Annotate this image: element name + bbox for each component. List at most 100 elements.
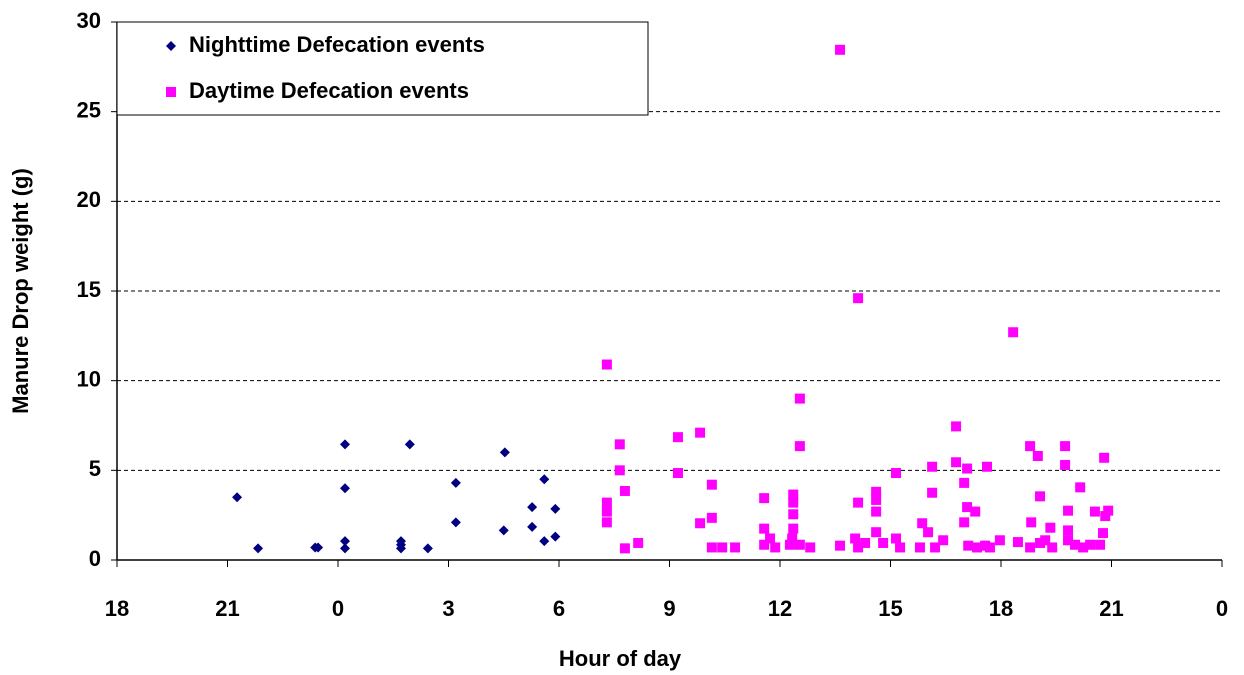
square-marker [878, 537, 889, 548]
square-marker [835, 44, 846, 55]
square-marker [959, 517, 970, 528]
square-marker [895, 542, 906, 553]
diamond-marker [339, 439, 350, 450]
diamond-marker [450, 517, 461, 528]
x-tick-label: 9 [663, 596, 675, 621]
square-marker [927, 461, 938, 472]
square-marker [871, 506, 882, 517]
diamond-marker [450, 477, 461, 488]
y-tick-label: 20 [77, 187, 101, 212]
square-marker [1103, 505, 1114, 516]
square-marker [871, 527, 882, 538]
legend-label: Nighttime Defecation events [189, 32, 485, 57]
square-marker [759, 523, 770, 534]
square-marker [1025, 441, 1036, 452]
square-marker [672, 432, 683, 443]
x-tick-label: 15 [878, 596, 902, 621]
square-marker [871, 494, 882, 505]
square-marker [963, 540, 974, 551]
square-marker [759, 493, 770, 504]
square-marker [614, 465, 625, 476]
square-marker [601, 517, 612, 528]
square-marker [1060, 459, 1071, 470]
diamond-marker [339, 536, 350, 547]
square-marker [601, 506, 612, 517]
x-tick-label: 0 [1216, 596, 1228, 621]
square-marker [706, 512, 717, 523]
square-marker [717, 542, 728, 553]
legend-box [116, 21, 649, 116]
square-marker [994, 535, 1005, 546]
x-tick-label: 0 [332, 596, 344, 621]
square-marker [794, 441, 805, 452]
square-marker [1047, 542, 1058, 553]
square-marker [633, 537, 644, 548]
legend-marker [166, 41, 176, 51]
diamond-marker [313, 542, 324, 553]
square-marker [962, 463, 973, 474]
y-tick-label: 10 [77, 366, 101, 391]
diamond-marker [539, 474, 550, 485]
diamond-marker [395, 536, 406, 547]
square-marker [930, 542, 941, 553]
square-marker [1035, 491, 1046, 502]
y-tick-label: 5 [89, 456, 101, 481]
diamond-marker [232, 492, 243, 503]
square-marker [951, 457, 962, 468]
square-marker [601, 359, 612, 370]
square-marker [1060, 441, 1071, 452]
square-marker [1095, 539, 1106, 550]
square-marker [1045, 522, 1056, 533]
square-marker [672, 468, 683, 479]
square-marker [788, 497, 799, 508]
square-marker [917, 518, 928, 529]
square-marker [619, 485, 630, 496]
square-marker [784, 539, 795, 550]
diamond-marker [527, 502, 538, 513]
square-marker [970, 506, 981, 517]
legend-label: Daytime Defecation events [189, 78, 469, 103]
square-marker [1075, 482, 1086, 493]
square-marker [1032, 450, 1043, 461]
square-marker [982, 461, 993, 472]
square-marker [1085, 539, 1096, 550]
square-marker [1070, 539, 1081, 550]
square-marker [788, 523, 799, 534]
x-tick-label: 21 [1099, 596, 1123, 621]
square-marker [871, 486, 882, 497]
diamond-marker [550, 531, 561, 542]
square-marker [1078, 542, 1089, 553]
square-marker [850, 533, 861, 544]
square-marker [1098, 528, 1109, 539]
x-tick-label: 18 [105, 596, 129, 621]
square-marker [695, 518, 706, 529]
square-marker [787, 533, 798, 544]
square-marker [1099, 452, 1110, 463]
square-marker [972, 542, 983, 553]
y-axis-label: Manure Drop weight (g) [8, 168, 33, 414]
square-marker [770, 542, 781, 553]
square-marker [601, 497, 612, 508]
square-marker [1040, 535, 1051, 546]
diamond-marker [404, 439, 415, 450]
square-marker [1026, 517, 1037, 528]
diamond-marker [253, 543, 264, 554]
square-marker [794, 539, 805, 550]
square-marker [959, 477, 970, 488]
square-marker [1063, 505, 1074, 516]
y-tick-label: 25 [77, 97, 101, 122]
square-marker [788, 489, 799, 500]
square-marker [1025, 542, 1036, 553]
square-marker [951, 421, 962, 432]
square-marker [914, 542, 925, 553]
square-marker [891, 468, 902, 479]
y-tick-label: 0 [89, 546, 101, 571]
y-tick-label: 30 [77, 8, 101, 33]
diamond-marker [339, 543, 350, 554]
square-marker [1012, 537, 1023, 548]
square-marker [860, 537, 871, 548]
square-marker [891, 533, 902, 544]
diamond-marker [498, 525, 509, 536]
square-marker [794, 393, 805, 404]
